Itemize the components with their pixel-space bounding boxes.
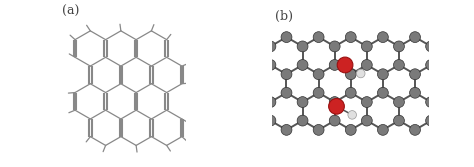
Circle shape — [410, 87, 420, 98]
Circle shape — [281, 32, 292, 43]
Circle shape — [329, 97, 340, 108]
Circle shape — [426, 97, 437, 108]
Circle shape — [346, 69, 356, 80]
Circle shape — [410, 124, 420, 135]
Circle shape — [410, 32, 420, 43]
Circle shape — [313, 124, 324, 135]
Circle shape — [329, 41, 340, 52]
Circle shape — [281, 124, 292, 135]
Circle shape — [313, 32, 324, 43]
Circle shape — [442, 87, 453, 98]
Circle shape — [297, 115, 308, 126]
Circle shape — [297, 97, 308, 108]
Circle shape — [346, 32, 356, 43]
Text: (a): (a) — [63, 5, 80, 18]
Circle shape — [393, 59, 404, 70]
Circle shape — [356, 69, 365, 78]
Circle shape — [361, 59, 372, 70]
Circle shape — [393, 97, 404, 108]
Circle shape — [328, 99, 344, 114]
Circle shape — [337, 57, 353, 73]
Text: (b): (b) — [275, 10, 293, 23]
Circle shape — [281, 69, 292, 80]
Circle shape — [329, 115, 340, 126]
Circle shape — [329, 59, 340, 70]
Circle shape — [377, 87, 388, 98]
Circle shape — [265, 115, 276, 126]
Circle shape — [346, 124, 356, 135]
Circle shape — [393, 41, 404, 52]
Circle shape — [377, 32, 388, 43]
Circle shape — [361, 97, 372, 108]
Circle shape — [426, 41, 437, 52]
Circle shape — [426, 59, 437, 70]
Circle shape — [426, 115, 437, 126]
Circle shape — [410, 69, 420, 80]
Circle shape — [313, 69, 324, 80]
Circle shape — [265, 41, 276, 52]
Circle shape — [377, 124, 388, 135]
Circle shape — [313, 87, 324, 98]
Circle shape — [361, 115, 372, 126]
Circle shape — [377, 69, 388, 80]
Circle shape — [265, 97, 276, 108]
Circle shape — [393, 115, 404, 126]
Circle shape — [297, 59, 308, 70]
Circle shape — [281, 87, 292, 98]
Circle shape — [442, 69, 453, 80]
Circle shape — [361, 41, 372, 52]
Circle shape — [346, 87, 356, 98]
Circle shape — [297, 41, 308, 52]
Circle shape — [265, 59, 276, 70]
Circle shape — [348, 111, 356, 119]
